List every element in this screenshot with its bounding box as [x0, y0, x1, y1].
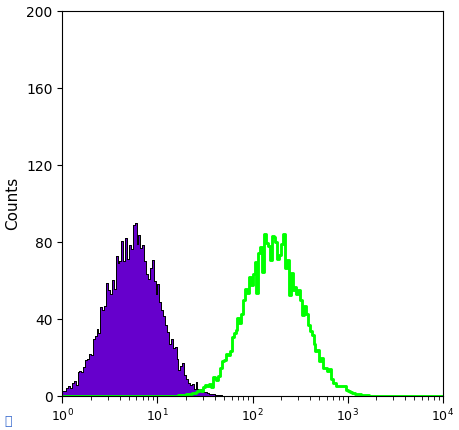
- Text: Ⓐ: Ⓐ: [5, 415, 12, 428]
- Y-axis label: Counts: Counts: [6, 177, 21, 230]
